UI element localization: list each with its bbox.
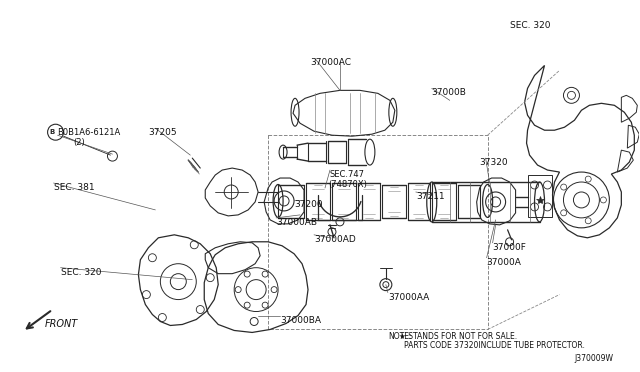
Text: 37000BA: 37000BA xyxy=(280,315,321,324)
Text: PARTS CODE 37320INCLUDE TUBE PROTECTOR.: PARTS CODE 37320INCLUDE TUBE PROTECTOR. xyxy=(404,341,585,350)
Text: ★ STANDS FOR NOT FOR SALE.: ★ STANDS FOR NOT FOR SALE. xyxy=(399,333,517,341)
Text: (74870X): (74870X) xyxy=(328,180,367,189)
Text: FRONT: FRONT xyxy=(45,320,78,330)
Text: 37000AA: 37000AA xyxy=(388,293,429,302)
Text: NOTE:: NOTE: xyxy=(388,333,412,341)
Text: SEC. 320: SEC. 320 xyxy=(61,268,101,277)
Text: SEC.747: SEC.747 xyxy=(330,170,365,179)
Text: B0B1A6-6121A: B0B1A6-6121A xyxy=(58,128,121,137)
Text: B: B xyxy=(49,129,54,135)
Text: 37000AC: 37000AC xyxy=(310,58,351,67)
Bar xyxy=(268,135,488,330)
Text: 37200: 37200 xyxy=(294,200,323,209)
Text: 37000F: 37000F xyxy=(493,243,527,252)
Text: 37211: 37211 xyxy=(416,192,444,201)
Text: 37000B: 37000B xyxy=(432,89,467,97)
Text: 37000AB: 37000AB xyxy=(276,218,317,227)
Text: 37000A: 37000A xyxy=(486,258,522,267)
Text: (2): (2) xyxy=(74,138,85,147)
Text: 37320: 37320 xyxy=(479,158,508,167)
Text: SEC. 381: SEC. 381 xyxy=(54,183,94,192)
Bar xyxy=(527,175,552,217)
Text: 37000AD: 37000AD xyxy=(314,235,356,244)
Text: 37205: 37205 xyxy=(148,128,177,137)
Text: SEC. 320: SEC. 320 xyxy=(509,20,550,30)
Text: J370009W: J370009W xyxy=(575,355,614,363)
